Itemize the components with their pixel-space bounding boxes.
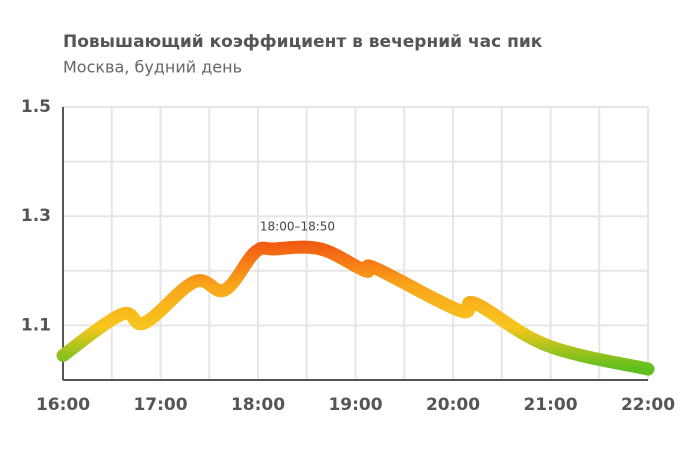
chart-title: Повышающий коэффициент в вечерний час пи… [63, 32, 543, 52]
x-tick-label: 22:00 [621, 395, 675, 415]
x-tick-label: 17:00 [133, 395, 187, 415]
x-tick-label: 19:00 [328, 395, 382, 415]
annotation: 18:00–18:50 [260, 219, 335, 233]
y-tick-label: 1.5 [21, 97, 51, 117]
chart-subtitle: Москва, будний день [63, 58, 242, 77]
y-tick-label: 1.1 [21, 315, 51, 335]
x-tick-label: 16:00 [36, 395, 90, 415]
x-tick-label: 21:00 [523, 395, 577, 415]
line [56, 240, 655, 376]
x-tick-label: 18:00 [231, 395, 285, 415]
y-tick-label: 1.3 [21, 206, 51, 226]
x-tick-label: 20:00 [426, 395, 480, 415]
